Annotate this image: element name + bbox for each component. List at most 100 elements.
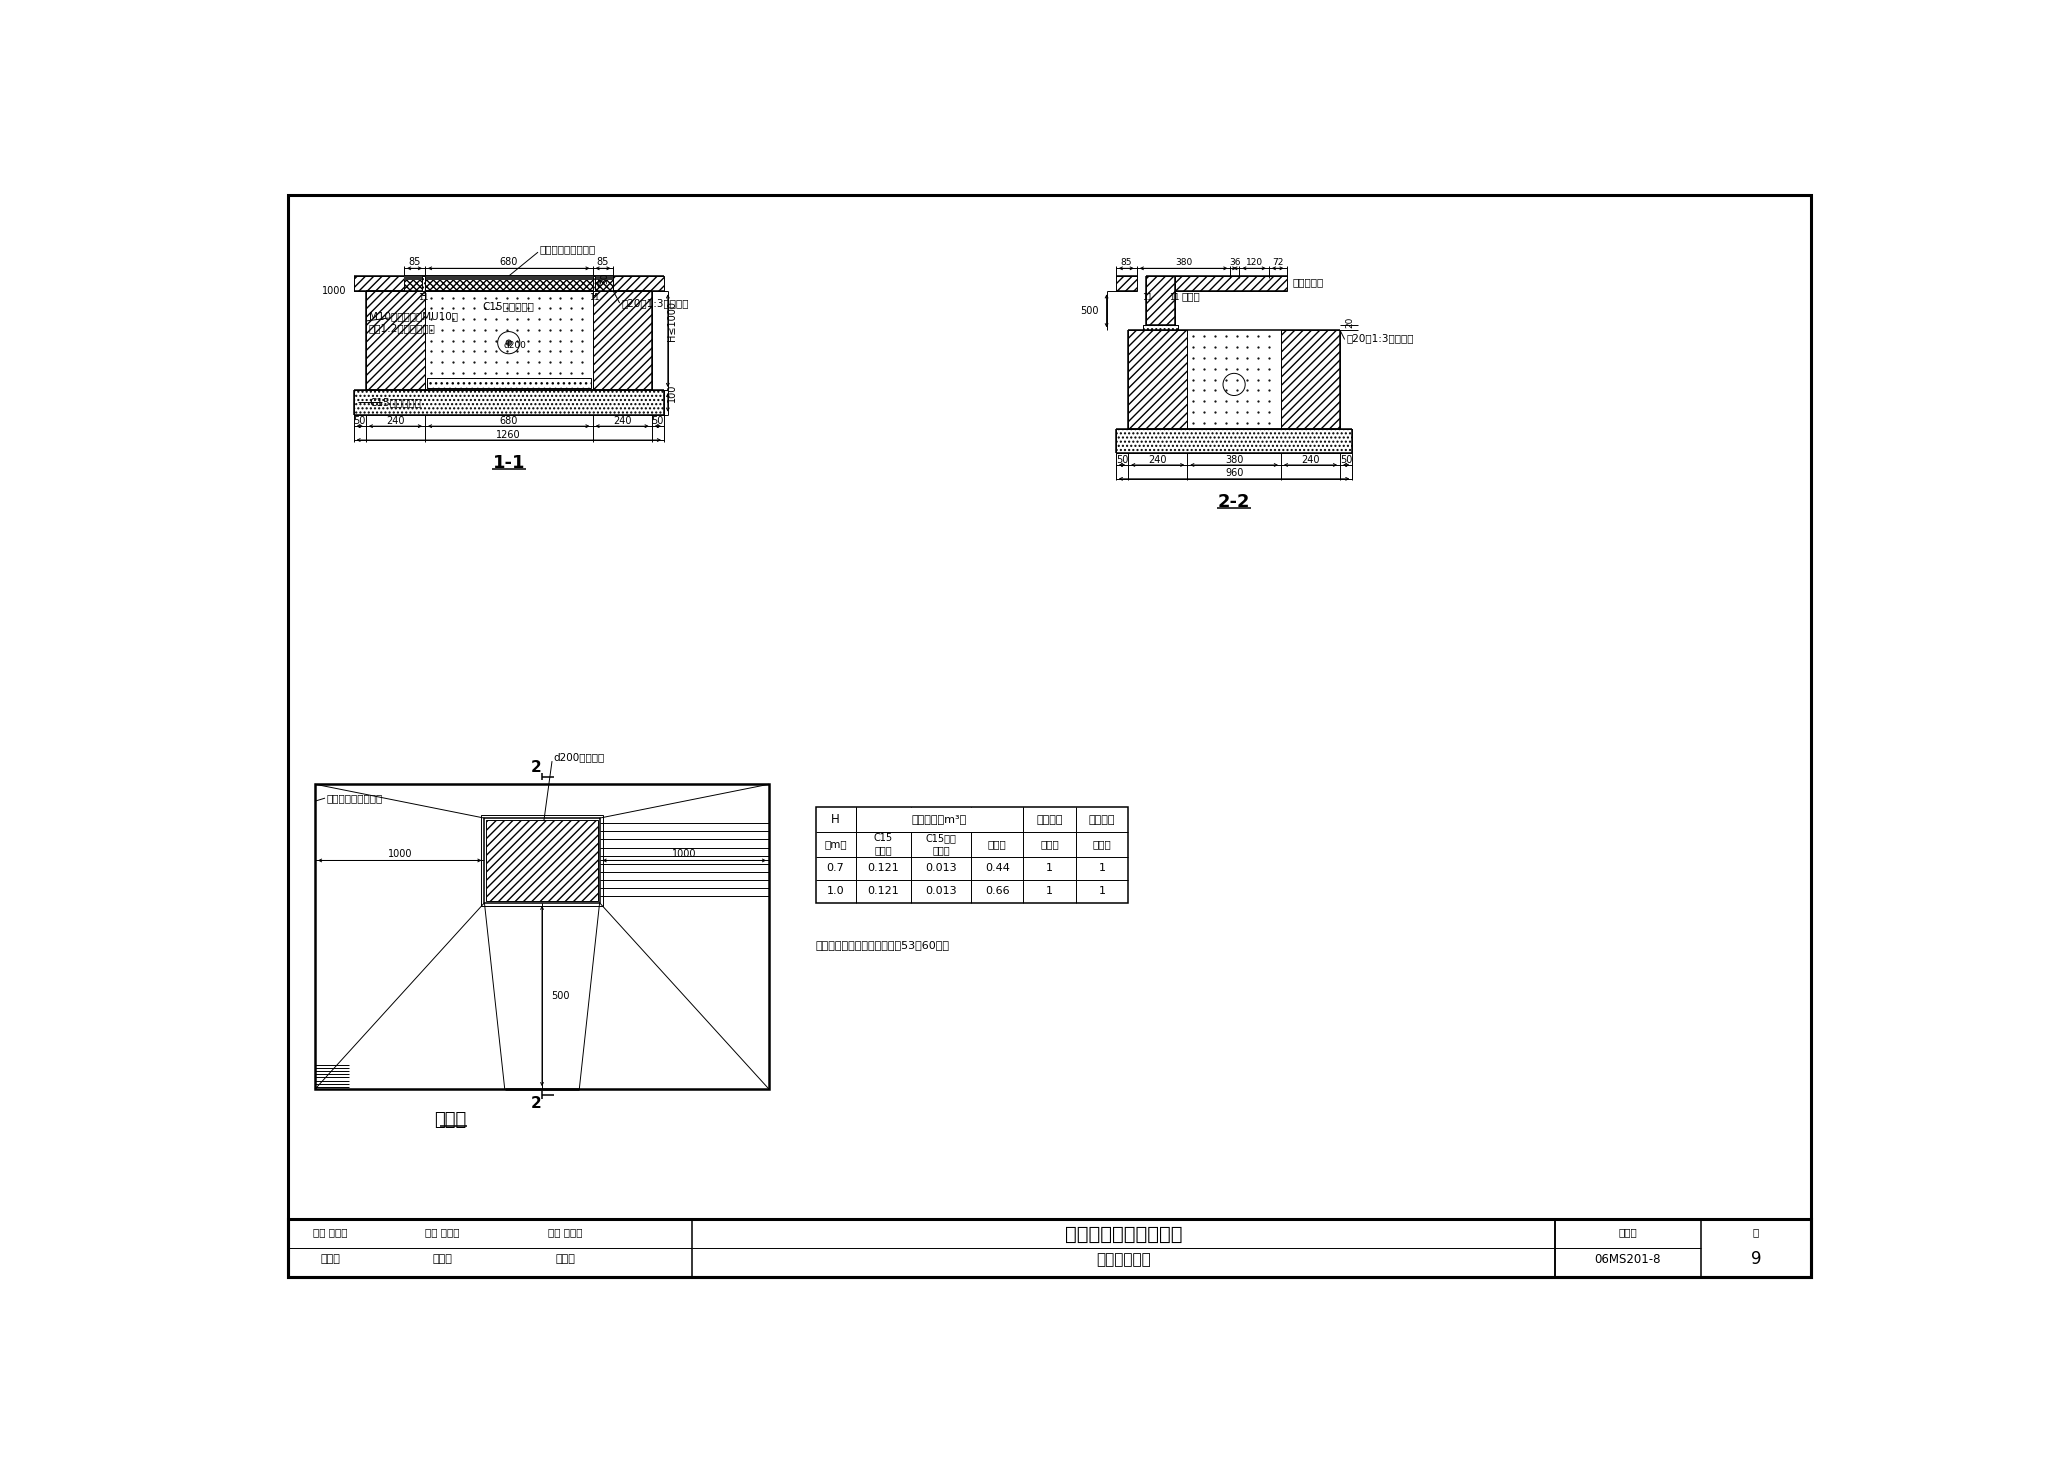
- Bar: [1143, 325, 1178, 330]
- Bar: [367, 292, 426, 390]
- Text: 2: 2: [530, 759, 541, 774]
- Text: 设计 温丽晖: 设计 温丽晖: [549, 1227, 582, 1237]
- Text: 9: 9: [1751, 1250, 1761, 1268]
- Bar: [403, 276, 614, 280]
- Text: 座20厚1:3水泥砂浆: 座20厚1:3水泥砂浆: [1346, 333, 1413, 343]
- Text: 11: 11: [1169, 293, 1180, 302]
- Bar: [815, 808, 1128, 903]
- Text: 50: 50: [651, 416, 664, 425]
- Bar: [614, 276, 664, 292]
- Text: 30: 30: [600, 273, 610, 284]
- Text: 100: 100: [668, 384, 676, 402]
- Text: 审核 王儒山: 审核 王儒山: [313, 1227, 348, 1237]
- Text: 说明：井圈及箅子见本图集第53～60页。: 说明：井圈及箅子见本图集第53～60页。: [815, 940, 950, 950]
- Bar: [1280, 330, 1339, 428]
- Text: 座20厚1:3水泥砂浆: 座20厚1:3水泥砂浆: [621, 298, 688, 308]
- Text: 50: 50: [1116, 454, 1128, 465]
- Text: 72: 72: [1272, 258, 1284, 267]
- Bar: [1145, 276, 1176, 325]
- Text: 0.013: 0.013: [926, 863, 956, 874]
- Text: 0.7: 0.7: [827, 863, 844, 874]
- Text: 0.44: 0.44: [985, 863, 1010, 874]
- Bar: [1116, 276, 1137, 292]
- Bar: [909, 808, 971, 833]
- Bar: [485, 819, 598, 902]
- Text: d200雨水口管: d200雨水口管: [553, 752, 604, 762]
- Text: 0.121: 0.121: [868, 887, 899, 896]
- Text: 1000: 1000: [322, 286, 346, 296]
- Text: 平面图: 平面图: [434, 1111, 467, 1129]
- Text: 50: 50: [1339, 454, 1352, 465]
- Text: 1: 1: [1098, 887, 1106, 896]
- Text: 页: 页: [1753, 1227, 1759, 1237]
- Bar: [354, 276, 403, 292]
- Text: 240: 240: [612, 416, 631, 425]
- Text: 1: 1: [1047, 887, 1053, 896]
- Text: 图集号: 图集号: [1618, 1227, 1636, 1237]
- Text: 120: 120: [1245, 258, 1264, 267]
- Text: 06MS201-8: 06MS201-8: [1595, 1253, 1661, 1265]
- Text: 1000: 1000: [672, 849, 696, 859]
- Text: 11: 11: [588, 293, 600, 302]
- Text: 240: 240: [1300, 454, 1319, 465]
- Bar: [1116, 428, 1352, 453]
- Text: 20: 20: [1346, 317, 1354, 328]
- Text: 1260: 1260: [496, 430, 520, 440]
- Text: 380: 380: [1176, 258, 1192, 267]
- Text: C15
混凝土: C15 混凝土: [874, 834, 893, 855]
- Text: 36: 36: [1229, 258, 1241, 267]
- Bar: [422, 276, 426, 292]
- Text: 380: 380: [1225, 454, 1243, 465]
- Text: （个）: （个）: [1040, 839, 1059, 849]
- Text: 砖砌偏沟式单箅雨水口: 砖砌偏沟式单箅雨水口: [1065, 1226, 1182, 1245]
- Text: 人行道铺装: 人行道铺装: [1292, 277, 1323, 287]
- Text: 500: 500: [551, 991, 569, 1001]
- Text: 立缘石: 立缘石: [1182, 290, 1200, 301]
- Text: 两块立缘石取中放置: 两块立缘石取中放置: [326, 793, 383, 803]
- Text: 85: 85: [596, 257, 608, 267]
- Text: （个）: （个）: [1092, 839, 1112, 849]
- Bar: [426, 378, 592, 388]
- Text: 85: 85: [408, 257, 420, 267]
- Text: 铸铁井圈: 铸铁井圈: [1090, 815, 1116, 825]
- Text: 铸铁井圈及铸铁箅子: 铸铁井圈及铸铁箅子: [539, 243, 596, 254]
- Text: 0.66: 0.66: [985, 887, 1010, 896]
- Text: 1000: 1000: [387, 849, 412, 859]
- Text: 0.121: 0.121: [868, 863, 899, 874]
- Bar: [592, 292, 651, 390]
- Text: （铸铁井圈）: （铸铁井圈）: [1096, 1252, 1151, 1267]
- Text: 墙内1:2水泥砂浆勾缝: 墙内1:2水泥砂浆勾缝: [369, 324, 436, 333]
- Text: H≤1000: H≤1000: [668, 301, 676, 340]
- Text: 240: 240: [387, 416, 406, 425]
- Text: 1: 1: [1047, 863, 1053, 874]
- Text: 680: 680: [500, 257, 518, 267]
- Text: 240: 240: [1149, 454, 1167, 465]
- Text: 1.0: 1.0: [827, 887, 844, 896]
- Text: 1: 1: [1098, 863, 1106, 874]
- Text: 50: 50: [354, 416, 367, 425]
- Text: H: H: [831, 814, 840, 827]
- Bar: [485, 818, 600, 903]
- Text: 85: 85: [1120, 258, 1133, 267]
- Bar: [1128, 330, 1188, 428]
- Text: 校对 盛奕节: 校对 盛奕节: [424, 1227, 459, 1237]
- Bar: [403, 276, 614, 292]
- Text: （m）: （m）: [823, 839, 848, 849]
- Bar: [592, 276, 596, 292]
- Bar: [481, 815, 602, 906]
- Text: 11: 11: [418, 293, 428, 302]
- Text: 2: 2: [530, 1095, 541, 1111]
- Text: C15细石混凝土: C15细石混凝土: [483, 301, 535, 311]
- Text: 680: 680: [500, 416, 518, 425]
- Text: 1-1: 1-1: [492, 454, 524, 472]
- Text: 王儒山: 王儒山: [319, 1255, 340, 1264]
- Text: 盛奕节: 盛奕节: [432, 1255, 453, 1264]
- Bar: [1176, 276, 1286, 292]
- Text: 温丽晖: 温丽晖: [555, 1255, 575, 1264]
- Text: 960: 960: [1225, 469, 1243, 478]
- Text: 工程数量（m³）: 工程数量（m³）: [911, 814, 967, 824]
- Circle shape: [506, 340, 512, 346]
- Text: 500: 500: [1081, 306, 1100, 315]
- Text: C15细石
混凝土: C15细石 混凝土: [926, 834, 956, 855]
- Text: 11: 11: [1141, 293, 1153, 302]
